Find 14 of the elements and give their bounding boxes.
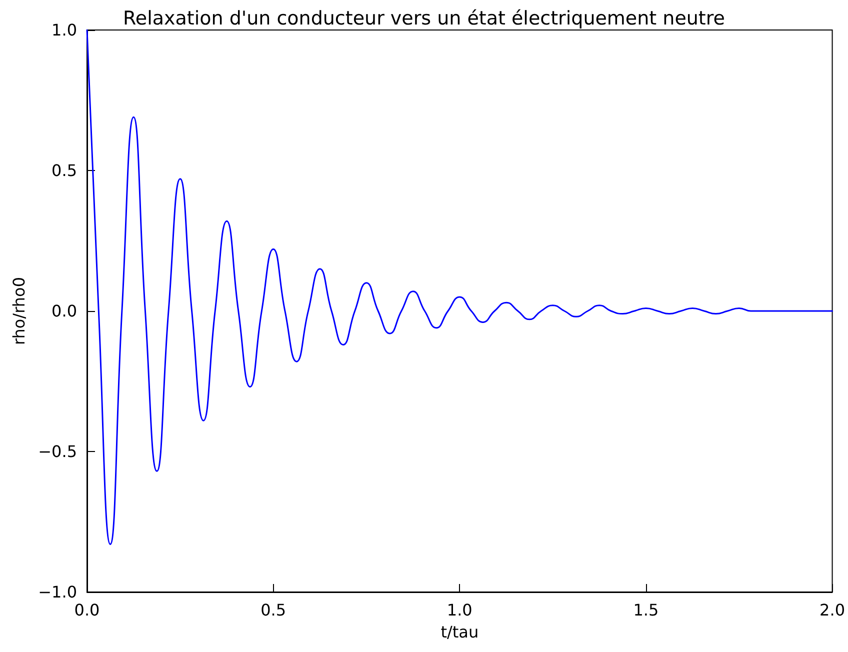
y-tick-label: −0.5 — [38, 442, 77, 461]
line-series — [86, 29, 834, 545]
chart-title: Relaxation d'un conducteur vers un état électriquement neutre — [123, 8, 725, 30]
x-tick-label: 1.0 — [446, 600, 472, 620]
y-tick-label: 1.0 — [52, 20, 77, 40]
x-tick-label: 0.0 — [74, 600, 100, 620]
x-tick-label: 0.5 — [260, 600, 286, 620]
y-tick-label: 0.0 — [52, 302, 77, 320]
x-tick-label: 1.5 — [633, 600, 659, 620]
x-axis-title: t/tau — [440, 622, 479, 642]
y-axis-title: rho/rho0 — [10, 276, 29, 346]
y-tick-label: 0.5 — [52, 161, 77, 180]
y-tick-label: −1.0 — [38, 582, 77, 602]
x-tick-label: 2.0 — [820, 600, 846, 620]
